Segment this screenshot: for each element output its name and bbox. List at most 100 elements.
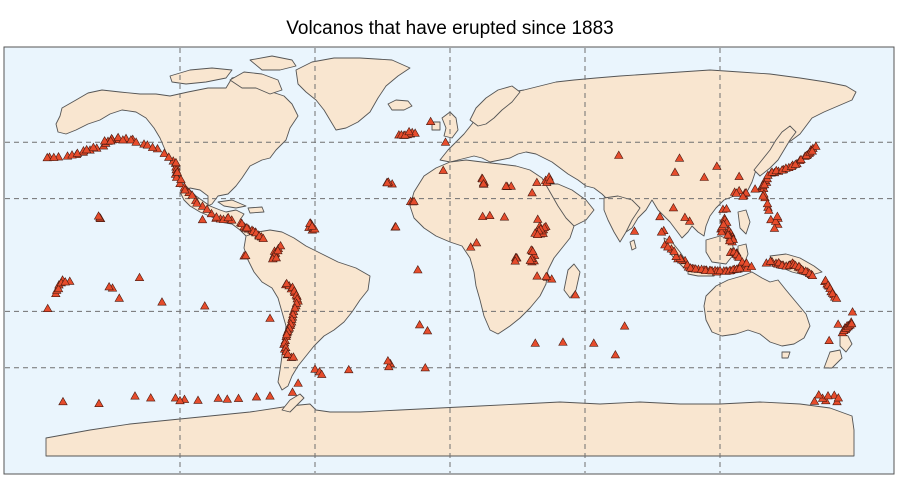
volcano-marker (317, 369, 327, 378)
volcano-marker (827, 288, 838, 297)
volcano-marker (847, 307, 858, 316)
volcano-marker (614, 150, 624, 159)
volcano-marker (409, 196, 419, 205)
volcano-marker (391, 221, 401, 231)
volcano-marker (157, 297, 167, 306)
volcano-marker (477, 211, 488, 220)
volcano-marker (766, 214, 776, 224)
volcano-marker (72, 148, 83, 157)
volcano-marker (558, 337, 568, 346)
volcano-marker (438, 165, 448, 174)
volcano-marker (772, 211, 783, 220)
volcano-marker (281, 329, 292, 339)
volcano-marker (99, 136, 110, 145)
volcano-marker (824, 335, 834, 344)
volcano-marker (281, 278, 292, 288)
volcano-marker (164, 152, 174, 161)
volcano-marker (200, 301, 210, 310)
volcano-marker (699, 172, 709, 181)
continent-africa (409, 159, 575, 335)
volcano-marker (528, 246, 538, 255)
volcano-marker (414, 319, 425, 329)
volcano-marker (420, 362, 430, 372)
volcano-marker (130, 391, 140, 400)
volcano-marker (49, 152, 59, 161)
island-tasmania (781, 351, 791, 359)
volcano-marker (104, 281, 114, 291)
volcano-marker (197, 214, 208, 224)
island-cuba (217, 199, 247, 209)
island-new-zealand-south (823, 349, 843, 369)
volcano-marker (258, 233, 268, 242)
volcano-marker (685, 263, 696, 272)
volcano-marker (589, 338, 599, 347)
peninsula-antarctic (281, 393, 305, 413)
volcano-marker (134, 272, 145, 282)
volcano-marker (478, 178, 489, 188)
volcano-marker (833, 319, 843, 328)
volcano-marker (570, 290, 581, 299)
volcano-marker (721, 203, 732, 213)
volcano-marker (126, 135, 136, 144)
island-madagascar (563, 263, 581, 299)
volcano-marker (656, 227, 667, 236)
volcano-marker (344, 364, 354, 374)
island-iceland (387, 99, 413, 111)
volcano-marker (735, 263, 745, 272)
volcano-marker (670, 167, 680, 176)
volcano-marker (142, 140, 153, 149)
volcano-marker (310, 364, 320, 373)
volcano-marker (680, 212, 690, 221)
volcano-marker (265, 313, 275, 322)
volcano-marker (738, 191, 748, 200)
volcano-marker (146, 393, 156, 402)
volcano-marker (192, 198, 202, 207)
volcano-marker (734, 252, 744, 261)
volcano-marker (422, 325, 433, 335)
volcano-marker (288, 352, 299, 361)
volcano-marker (404, 126, 414, 136)
volcano-marker (283, 349, 293, 358)
volcano-marker (42, 152, 52, 162)
volcano-marker (159, 148, 169, 157)
volcano-marker (671, 251, 681, 260)
volcano-marker (532, 271, 542, 280)
volcano-marker (619, 321, 630, 330)
volcano-marker (690, 264, 701, 273)
volcano-marker (664, 235, 675, 244)
volcano-marker (770, 216, 781, 225)
volcano-marker (237, 218, 247, 228)
volcano-marker (242, 222, 252, 232)
volcano-marker (629, 226, 640, 235)
volcano-marker (187, 190, 197, 199)
volcano-marker (471, 237, 482, 247)
volcano-marker (674, 153, 685, 162)
volcano-marker (706, 265, 716, 275)
volcano-marker (171, 157, 181, 167)
volcano-marker (833, 393, 844, 402)
volcano-marker (510, 256, 520, 265)
volcano-marker (668, 203, 679, 212)
volcano-marker (758, 191, 768, 200)
volcano-marker (655, 211, 665, 221)
volcano-marker (290, 303, 300, 312)
volcano-marker (223, 212, 233, 222)
volcano-marker (527, 187, 537, 197)
volcano-marker (170, 393, 181, 402)
island-ellesmere (249, 55, 297, 71)
volcano-marker (532, 177, 542, 186)
continent-south-america (243, 229, 371, 391)
volcano-marker (807, 146, 817, 155)
map-title: Volcanos that have erupted since 1883 (286, 18, 614, 39)
volcano-marker (42, 303, 53, 313)
volcano-marker (712, 161, 722, 170)
volcano-marker (741, 258, 752, 267)
island-arctic-archipelago (169, 67, 233, 85)
volcano-marker (440, 137, 451, 146)
volcano-marker (180, 185, 190, 194)
volcano-marker (175, 178, 185, 188)
volcano-marker (94, 398, 104, 407)
volcano-marker (147, 142, 158, 151)
volcano-marker (715, 265, 725, 275)
